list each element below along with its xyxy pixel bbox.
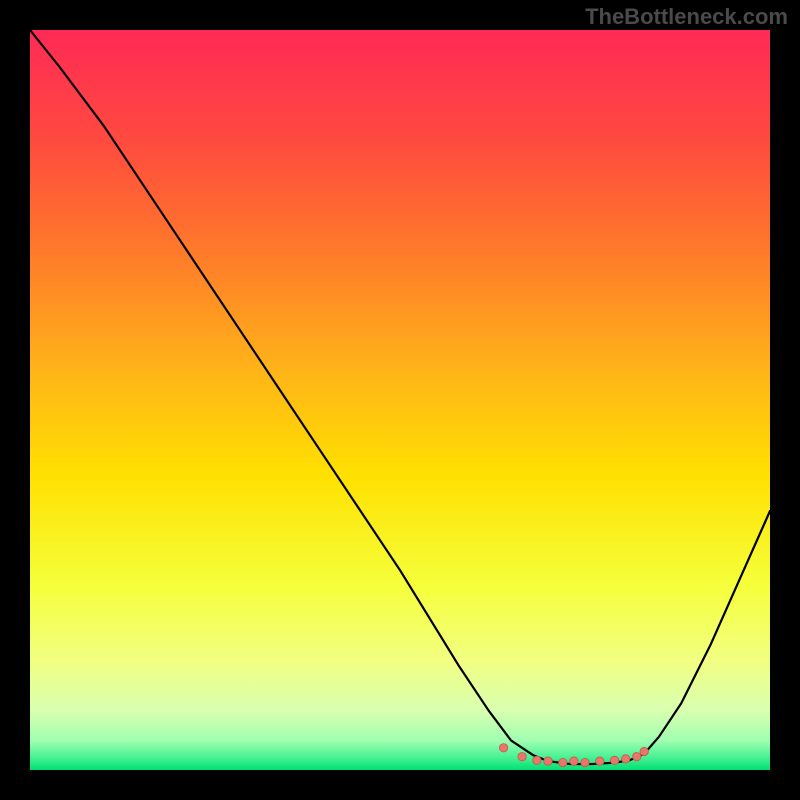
marker-dot	[622, 755, 630, 763]
chart-background	[30, 30, 770, 770]
marker-dot	[544, 757, 552, 765]
marker-dot	[633, 752, 641, 760]
marker-dot	[640, 747, 648, 755]
plot-area	[30, 30, 770, 770]
marker-dot	[499, 744, 507, 752]
marker-dot	[570, 757, 578, 765]
marker-dot	[581, 758, 589, 766]
marker-dot	[533, 756, 541, 764]
marker-dot	[596, 757, 604, 765]
marker-dot	[610, 756, 618, 764]
marker-dot	[559, 758, 567, 766]
chart-container: TheBottleneck.com	[0, 0, 800, 800]
bottleneck-curve-chart	[30, 30, 770, 770]
watermark-text: TheBottleneck.com	[585, 4, 788, 30]
marker-dot	[518, 752, 526, 760]
